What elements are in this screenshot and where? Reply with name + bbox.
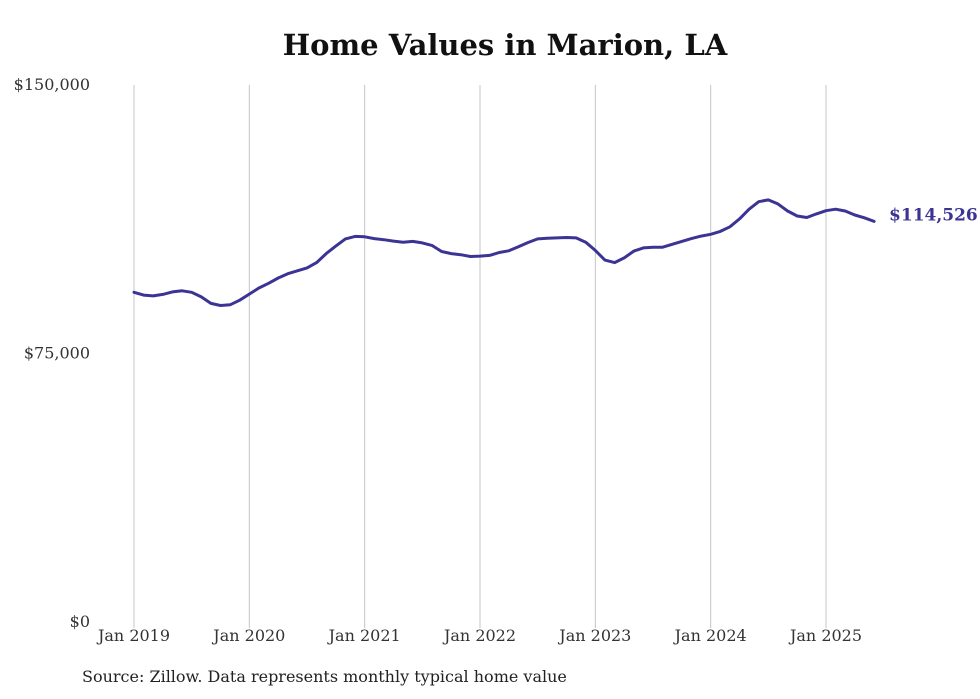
grid-lines bbox=[133, 85, 827, 628]
x-tick-label: Jan 2020 bbox=[211, 626, 285, 645]
chart-title: Home Values in Marion, LA bbox=[282, 28, 728, 62]
y-tick-label: $150,000 bbox=[14, 75, 90, 94]
x-tick-label: Jan 2019 bbox=[96, 626, 170, 645]
end-value-label: $114,526 bbox=[889, 205, 978, 225]
y-tick-label: $0 bbox=[70, 612, 90, 631]
x-tick-label: Jan 2025 bbox=[788, 626, 862, 645]
y-tick-label: $75,000 bbox=[24, 344, 90, 363]
x-tick-label: Jan 2022 bbox=[442, 626, 516, 645]
series-line bbox=[132, 198, 876, 307]
y-axis-ticks: $0 $75,000 $150,000 bbox=[14, 75, 90, 631]
x-tick-label: Jan 2021 bbox=[327, 626, 401, 645]
x-tick-label: Jan 2024 bbox=[673, 626, 747, 645]
x-tick-label: Jan 2023 bbox=[557, 626, 631, 645]
series-layer: $114,526 bbox=[132, 198, 978, 307]
x-axis-ticks: Jan 2019 Jan 2020 Jan 2021 Jan 2022 Jan 2023… bbox=[96, 626, 862, 645]
source-note: Source: Zillow. Data represents monthly … bbox=[82, 667, 567, 686]
